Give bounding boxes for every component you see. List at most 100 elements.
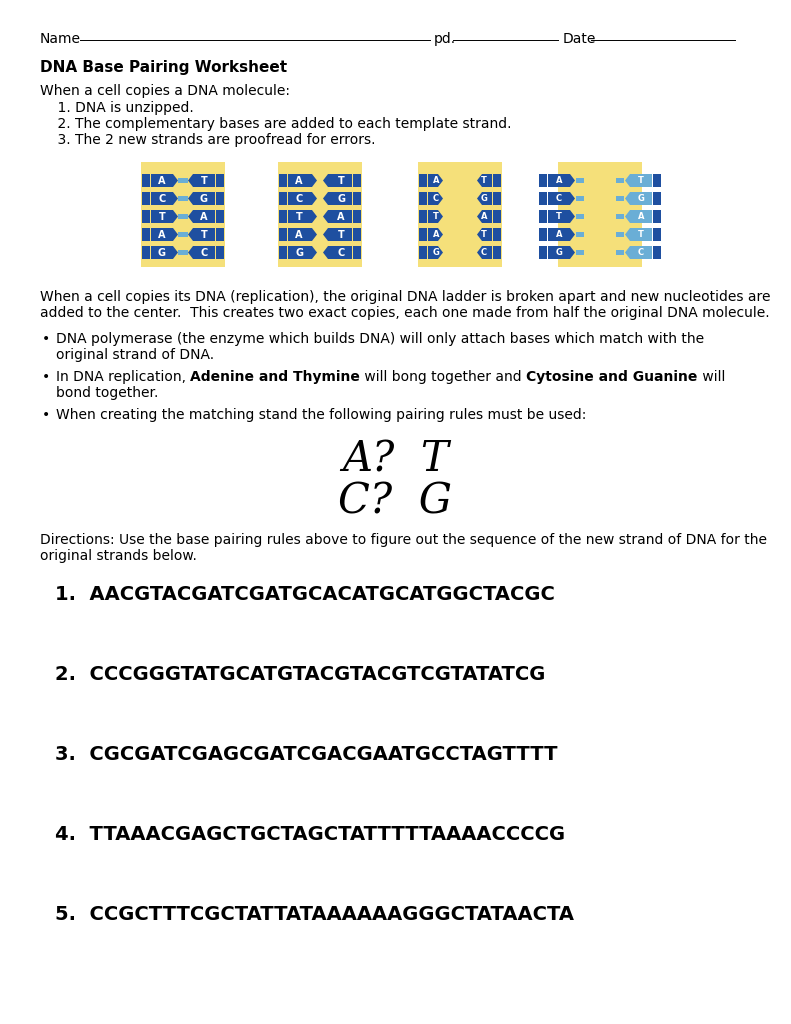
Bar	[539, 193, 547, 205]
Bar	[616, 250, 624, 255]
Bar	[539, 228, 547, 241]
Bar	[216, 246, 224, 259]
Text: 3. The 2 new strands are proofread for errors.: 3. The 2 new strands are proofread for e…	[40, 133, 376, 147]
Text: When creating the matching stand the following pairing rules must be used:: When creating the matching stand the fol…	[56, 408, 586, 422]
Polygon shape	[188, 174, 215, 187]
Bar	[278, 162, 362, 267]
Text: G: G	[638, 194, 645, 203]
Polygon shape	[151, 246, 178, 259]
Bar	[558, 162, 642, 267]
Text: G: G	[337, 194, 345, 204]
Bar	[353, 228, 361, 241]
Text: 3.  CGCGATCGAGCGATCGACGAATGCCTAGTTTT: 3. CGCGATCGAGCGATCGACGAATGCCTAGTTTT	[55, 745, 558, 764]
Bar	[216, 210, 224, 223]
Polygon shape	[428, 210, 443, 223]
Polygon shape	[151, 193, 178, 205]
Polygon shape	[548, 174, 575, 187]
Bar	[279, 193, 287, 205]
Polygon shape	[477, 174, 492, 187]
Polygon shape	[323, 210, 352, 223]
Polygon shape	[323, 193, 352, 205]
Text: Directions: Use the base pairing rules above to figure out the sequence of the n: Directions: Use the base pairing rules a…	[40, 534, 767, 547]
Text: C?  G: C? G	[338, 480, 452, 522]
Polygon shape	[151, 228, 178, 241]
Text: T: T	[159, 212, 165, 221]
Bar	[539, 246, 547, 259]
Bar	[539, 210, 547, 223]
Polygon shape	[323, 174, 352, 187]
Bar	[616, 196, 624, 201]
Text: C: C	[200, 248, 207, 257]
Polygon shape	[548, 246, 575, 259]
Text: T: T	[338, 175, 344, 185]
Bar	[419, 193, 427, 205]
Bar	[142, 174, 150, 187]
Text: added to the center.  This creates two exact copies, each one made from half the: added to the center. This creates two ex…	[40, 306, 770, 319]
Polygon shape	[188, 210, 215, 223]
Text: A: A	[638, 212, 644, 221]
Text: original strands below.: original strands below.	[40, 549, 197, 563]
Bar	[653, 246, 661, 259]
Text: Cytosine and Guanine: Cytosine and Guanine	[526, 370, 698, 384]
Bar	[616, 214, 624, 219]
Text: DNA Base Pairing Worksheet: DNA Base Pairing Worksheet	[40, 60, 287, 75]
Text: A: A	[158, 175, 166, 185]
Text: will: will	[698, 370, 725, 384]
Text: 1. DNA is unzipped.: 1. DNA is unzipped.	[40, 101, 194, 115]
Text: G: G	[295, 248, 303, 257]
Text: C: C	[295, 194, 303, 204]
Text: C: C	[481, 248, 487, 257]
Polygon shape	[151, 174, 178, 187]
Text: •: •	[42, 332, 51, 346]
Text: A: A	[433, 230, 439, 239]
Polygon shape	[548, 210, 575, 223]
Polygon shape	[151, 210, 178, 223]
Text: 2. The complementary bases are added to each template strand.: 2. The complementary bases are added to …	[40, 117, 512, 131]
Bar	[279, 174, 287, 187]
Text: T: T	[201, 229, 207, 240]
Polygon shape	[323, 228, 352, 241]
Text: T: T	[638, 176, 644, 185]
Text: G: G	[200, 194, 208, 204]
Polygon shape	[288, 193, 317, 205]
Polygon shape	[625, 246, 652, 259]
Text: Date: Date	[563, 32, 596, 46]
Text: A: A	[556, 176, 562, 185]
Polygon shape	[428, 246, 443, 259]
Text: Adenine and Thymine: Adenine and Thymine	[191, 370, 360, 384]
Polygon shape	[477, 193, 492, 205]
Bar	[653, 193, 661, 205]
Text: A: A	[556, 230, 562, 239]
Bar	[653, 174, 661, 187]
Bar	[419, 210, 427, 223]
Polygon shape	[625, 174, 652, 187]
Polygon shape	[477, 228, 492, 241]
Text: T: T	[433, 212, 439, 221]
Text: 5.  CCGCTTTCGCTATTATAAAAAAGGGCTATAACTA: 5. CCGCTTTCGCTATTATAAAAAAGGGCTATAACTA	[55, 905, 574, 924]
Text: G: G	[481, 194, 487, 203]
Text: A: A	[337, 212, 345, 221]
Polygon shape	[288, 228, 317, 241]
Text: T: T	[201, 175, 207, 185]
Bar	[353, 193, 361, 205]
Text: When a cell copies its DNA (replication), the original DNA ladder is broken apar: When a cell copies its DNA (replication)…	[40, 290, 770, 304]
Text: 4.  TTAAACGAGCTGCTAGCTATTTTTAAAACCCCG: 4. TTAAACGAGCTGCTAGCTATTTTTAAAACCCCG	[55, 825, 565, 844]
Text: In DNA replication,: In DNA replication,	[56, 370, 191, 384]
Bar	[178, 196, 188, 201]
Polygon shape	[477, 246, 492, 259]
Bar	[142, 210, 150, 223]
Bar	[616, 178, 624, 183]
Bar	[178, 178, 188, 183]
Polygon shape	[548, 228, 575, 241]
Bar	[653, 228, 661, 241]
Bar	[141, 162, 225, 267]
Bar	[178, 232, 188, 237]
Bar	[216, 174, 224, 187]
Bar	[142, 228, 150, 241]
Bar	[216, 228, 224, 241]
Text: Name: Name	[40, 32, 81, 46]
Bar	[419, 246, 427, 259]
Text: T: T	[296, 212, 302, 221]
Bar	[493, 193, 501, 205]
Polygon shape	[188, 228, 215, 241]
